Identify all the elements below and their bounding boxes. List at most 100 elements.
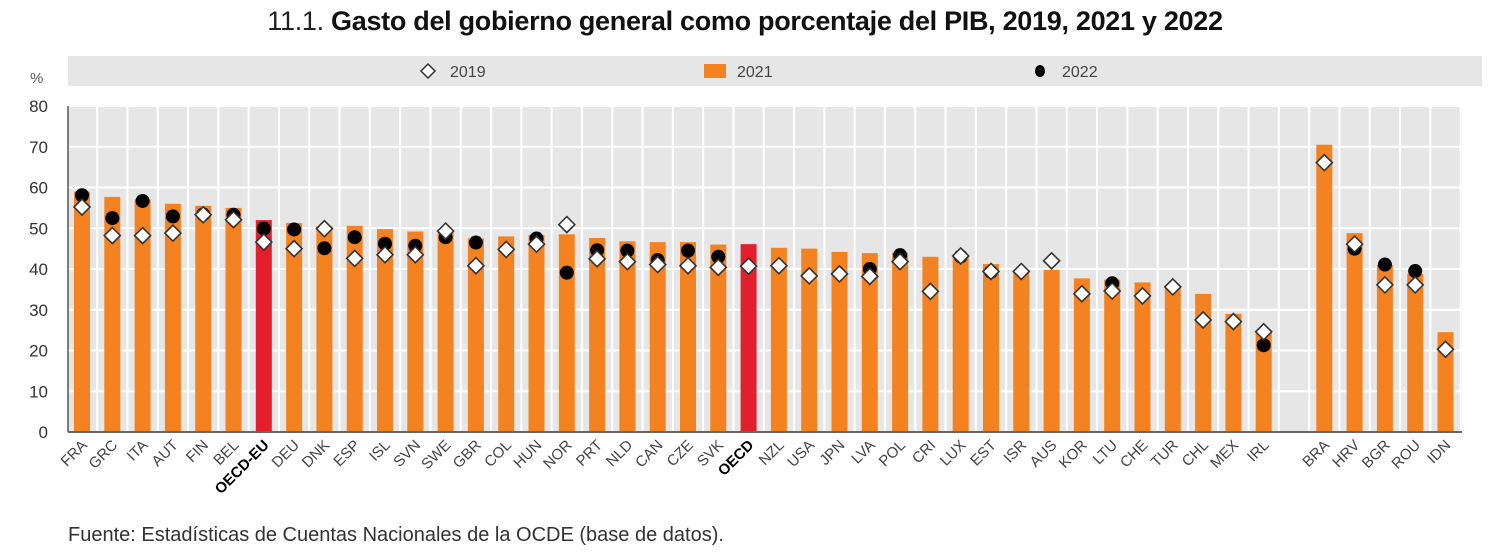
- source-note: Fuente: Estadísticas de Cuentas Nacional…: [68, 524, 724, 546]
- point-2019-TUR: [1163, 277, 1182, 297]
- point-2019-AUS: [1042, 251, 1061, 270]
- y-tick-label: 30: [29, 301, 48, 320]
- point-2019-LVA: [860, 267, 879, 286]
- x-tick-label-LUX: LUX: [937, 437, 970, 470]
- bar-2021-IDN: [1437, 332, 1454, 432]
- point-2019-NLD: [618, 252, 637, 271]
- bar-2021-SWE: [437, 230, 454, 432]
- x-tick-label-NZL: NZL: [756, 437, 788, 469]
- x-tick-label-IDN: IDN: [1424, 437, 1454, 467]
- x-tick-label-CZE: CZE: [664, 437, 697, 470]
- bar-2021-LVA: [861, 253, 878, 432]
- point-2022-ITA: [135, 193, 150, 208]
- legend-circle-icon: [1035, 65, 1045, 77]
- point-2019-POL: [890, 252, 910, 271]
- point-2022-GBR: [468, 235, 483, 250]
- y-tick-label: 40: [29, 260, 48, 279]
- point-2019-ITA: [133, 226, 152, 245]
- bar-2021-KOR: [1073, 278, 1090, 432]
- bar-2021-OECD: [740, 244, 757, 432]
- bar-2021-HRV: [1346, 233, 1363, 432]
- y-tick-label: 10: [29, 382, 48, 401]
- x-tick-label-HUN: HUN: [510, 437, 545, 472]
- point-2022-IRL: [1256, 338, 1271, 353]
- point-2019-DNK: [315, 219, 334, 238]
- bar-2021-ESP: [346, 225, 363, 432]
- point-2022-AUT: [165, 209, 180, 224]
- point-2019-HRV: [1345, 235, 1364, 254]
- point-2022-FRA: [75, 188, 89, 203]
- point-2022-DEU: [287, 222, 302, 237]
- chart-title-text: Gasto del gobierno general como porcenta…: [331, 6, 1223, 36]
- x-tick-label-SVN: SVN: [390, 437, 424, 471]
- bar-2021-CHE: [1134, 282, 1151, 432]
- point-2019-USA: [800, 266, 819, 286]
- point-2019-NZL: [769, 256, 789, 275]
- x-tick-label-PRT: PRT: [573, 437, 606, 470]
- point-2019-BRA: [1315, 153, 1334, 172]
- point-2019-JPN: [830, 264, 849, 284]
- x-tick-label-CAN: CAN: [632, 437, 666, 471]
- point-2019-FIN: [194, 205, 213, 224]
- point-2019-ISR: [1012, 262, 1031, 281]
- bar-2021-FIN: [195, 205, 212, 432]
- y-tick-label: 60: [29, 179, 48, 198]
- point-2019-MEX: [1224, 312, 1243, 331]
- point-2019-BEL: [224, 210, 243, 229]
- legend-label: 2021: [737, 64, 773, 81]
- x-tick-label-FRA: FRA: [58, 437, 91, 470]
- bar-2021-AUS: [1043, 269, 1060, 432]
- point-2019-IDN: [1436, 340, 1455, 359]
- x-tick-label-CHL: CHL: [1179, 437, 1212, 470]
- bar-2021-SVN: [407, 231, 424, 432]
- point-2022-OECD-EU: [256, 221, 271, 236]
- point-2022-CZE: [681, 243, 695, 258]
- legend-label: 2019: [450, 64, 486, 81]
- legend-band: [68, 56, 1482, 86]
- x-tick-label-CRI: CRI: [909, 437, 939, 467]
- point-2019-DEU: [284, 239, 304, 258]
- legend-item-2022: 2022: [1035, 64, 1098, 81]
- legend-diamond-icon: [419, 62, 437, 80]
- point-2022-NOR: [559, 265, 574, 280]
- bar-2021-IRL: [1255, 332, 1272, 432]
- point-2019-SWE: [436, 221, 455, 241]
- y-tick-label: 20: [29, 342, 48, 361]
- x-tick-label-ISL: ISL: [366, 437, 394, 465]
- bar-2021-GBR: [467, 238, 484, 432]
- bar-2021-BRA: [1316, 144, 1333, 432]
- bar-2021-TUR: [1164, 287, 1181, 432]
- y-axis-unit-label: %: [30, 70, 43, 87]
- point-2019-ESP: [345, 249, 364, 268]
- point-2019-PRT: [587, 249, 607, 268]
- point-2019-OECD-EU: [254, 232, 273, 252]
- plot-area: [68, 105, 1462, 432]
- point-2022-ROU: [1408, 264, 1423, 279]
- point-2019-COL: [497, 240, 516, 259]
- x-tick-label-ROU: ROU: [1388, 437, 1424, 473]
- bar-2021-DEU: [286, 222, 303, 432]
- x-tick-label-KOR: KOR: [1056, 437, 1091, 472]
- x-tick-label-DNK: DNK: [299, 437, 333, 471]
- x-tick-label-NOR: NOR: [540, 437, 576, 473]
- bar-2021-BGR: [1376, 264, 1393, 432]
- x-tick-label-TUR: TUR: [1148, 437, 1182, 471]
- point-2019-GRC: [103, 226, 122, 245]
- bar-2021-JPN: [831, 251, 848, 432]
- point-2019-HUN: [527, 235, 546, 254]
- bar-2021-CAN: [649, 242, 666, 432]
- point-2022-ISL: [378, 236, 392, 251]
- point-2019-CZE: [678, 256, 698, 275]
- bar-2021-EST: [983, 264, 999, 432]
- point-2022-ESP: [347, 230, 362, 245]
- x-tick-label-MEX: MEX: [1207, 437, 1242, 472]
- bar-2021-ISL: [377, 229, 393, 432]
- y-tick-label: 50: [29, 219, 48, 238]
- point-2019-IRL: [1254, 322, 1273, 341]
- x-tick-label-SWE: SWE: [418, 437, 454, 473]
- point-2019-CRI: [921, 282, 940, 301]
- point-2019-KOR: [1072, 284, 1092, 303]
- x-tick-label-AUT: AUT: [148, 437, 181, 470]
- legend-item-2019: 2019: [419, 62, 486, 81]
